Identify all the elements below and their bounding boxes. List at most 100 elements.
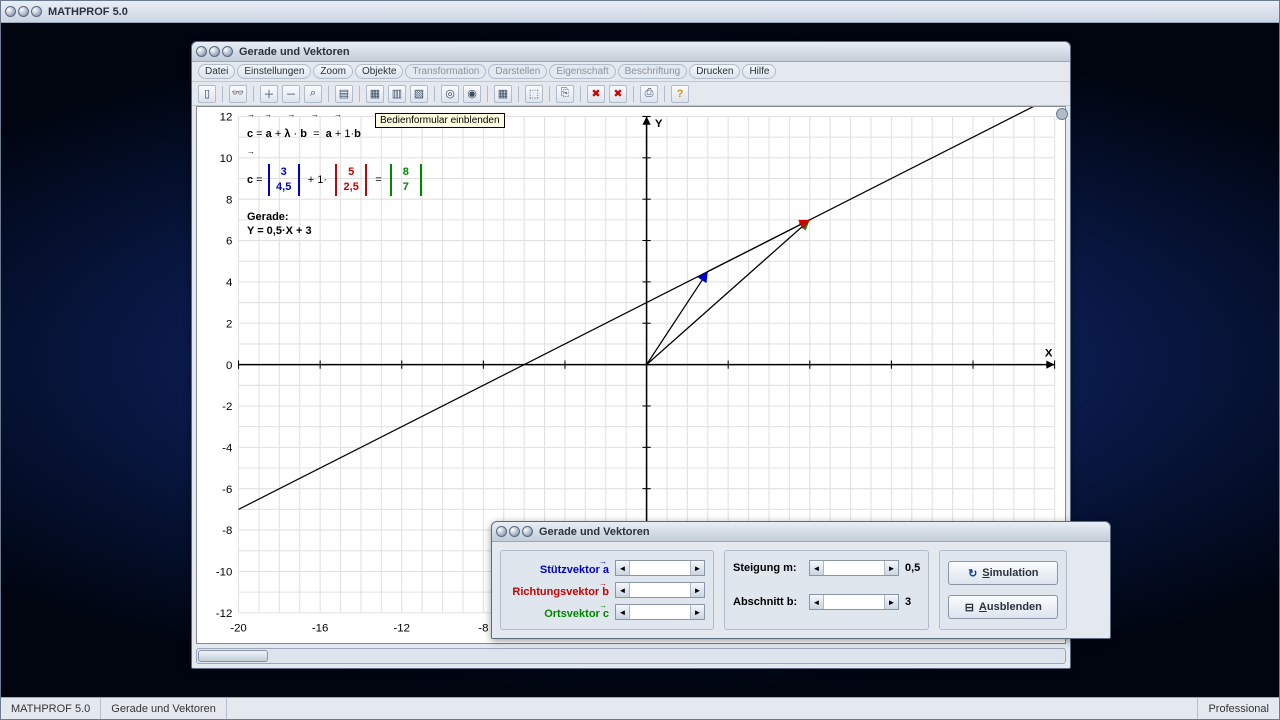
tool-grid1-icon[interactable]: ▦ [366, 85, 384, 103]
tool-sheet-icon[interactable]: ▤ [335, 85, 353, 103]
slider-inc-icon[interactable]: ► [884, 595, 898, 609]
status-app: MATHPROF 5.0 [1, 698, 101, 719]
slider-richtungsvektor[interactable]: ◄► [615, 582, 705, 598]
v-scroll-indicator[interactable] [1056, 108, 1068, 120]
menu-hilfe[interactable]: Hilfe [742, 64, 776, 79]
svg-text:-10: -10 [216, 567, 233, 579]
tool-grid3-icon[interactable]: ▧ [410, 85, 428, 103]
workspace: Gerade und Vektoren DateiEinstellungenZo… [1, 23, 1279, 697]
hide-icon: ⊟ [965, 601, 974, 614]
window-controls[interactable] [196, 46, 233, 57]
vec-bar [268, 164, 270, 196]
svg-text:10: 10 [220, 153, 233, 165]
gerade-equation: Y = 0,5·X + 3 [247, 225, 312, 237]
buttons-group: ↻Simulation ⊟Ausblenden [939, 550, 1067, 630]
window-control-dot[interactable] [5, 6, 16, 17]
simulation-button[interactable]: ↻Simulation [948, 561, 1058, 585]
tool-chart-icon[interactable]: ⬚ [525, 85, 543, 103]
tool-print-icon[interactable]: ⎙ [640, 85, 658, 103]
window-control-dot[interactable] [222, 46, 233, 57]
ausblenden-button[interactable]: ⊟Ausblenden [948, 595, 1058, 619]
tool-table-icon[interactable]: ▦ [494, 85, 512, 103]
svg-text:12: 12 [220, 112, 233, 124]
toolbar: ▯ 👓 ＋ － ⌕ ▤ ▦ ▥ ▧ ◎ ◉ ▦ ⬚ [192, 82, 1070, 106]
svg-text:-12: -12 [216, 608, 233, 620]
h-scrollbar-thumb[interactable] [198, 650, 268, 662]
menu-transformation: Transformation [405, 64, 486, 79]
svg-text:-16: -16 [312, 622, 329, 634]
value-steigung: 0,5 [905, 562, 920, 574]
slider-stuetzvektor[interactable]: ◄► [615, 560, 705, 576]
slider-dec-icon[interactable]: ◄ [616, 605, 630, 619]
tool-device-icon[interactable]: ▯ [198, 85, 216, 103]
h-scrollbar[interactable] [196, 648, 1066, 664]
tool-grid2-icon[interactable]: ▥ [388, 85, 406, 103]
graph-titlebar[interactable]: Gerade und Vektoren [192, 42, 1070, 62]
svg-text:2: 2 [226, 318, 232, 330]
svg-text:-20: -20 [230, 622, 247, 634]
window-control-dot[interactable] [31, 6, 42, 17]
menu-darstellen: Darstellen [488, 64, 547, 79]
tool-glasses-icon[interactable]: 👓 [229, 85, 247, 103]
menu-objekte[interactable]: Objekte [355, 64, 403, 79]
tool-zoom-out-icon[interactable]: － [282, 85, 300, 103]
menu-drucken[interactable]: Drucken [689, 64, 740, 79]
label-stuetzvektor: →Stützvektor a [509, 560, 609, 576]
tool-zoom-in-icon[interactable]: ＋ [260, 85, 278, 103]
svg-text:-2: -2 [222, 401, 232, 413]
slider-inc-icon[interactable]: ► [690, 583, 704, 597]
gerade-label: Gerade: [247, 211, 289, 223]
svg-text:-12: -12 [393, 622, 410, 634]
control-panel-titlebar[interactable]: Gerade und Vektoren [492, 522, 1110, 542]
menu-einstellungen[interactable]: Einstellungen [237, 64, 311, 79]
label-steigung: Steigung m: [733, 562, 803, 574]
slider-inc-icon[interactable]: ► [690, 605, 704, 619]
formula-overlay: → → → → → c = a + λ · b = a + 1·b → c = … [247, 113, 507, 238]
slider-dec-icon[interactable]: ◄ [616, 561, 630, 575]
slider-dec-icon[interactable]: ◄ [810, 561, 824, 575]
slider-dec-icon[interactable]: ◄ [616, 583, 630, 597]
formula-lambda: 1 [344, 128, 350, 140]
label-ortsvektor: →Ortsvektor c [509, 604, 609, 620]
window-control-dot[interactable] [209, 46, 220, 57]
menu-datei[interactable]: Datei [198, 64, 235, 79]
vector-sliders-group: →Stützvektor a ◄► →Richtungsvektor b ◄► … [500, 550, 714, 630]
tool-clear1-icon[interactable]: ✖ [587, 85, 605, 103]
tool-target1-icon[interactable]: ◎ [441, 85, 459, 103]
label-richtungsvektor: →Richtungsvektor b [509, 582, 609, 598]
window-control-dot[interactable] [18, 6, 29, 17]
label-abschnitt: Abschnitt b: [733, 596, 803, 608]
tooltip: Bedienformular einblenden [375, 113, 505, 128]
status-module: Gerade und Vektoren [101, 698, 227, 719]
svg-text:4: 4 [226, 277, 233, 289]
tool-clear2-icon[interactable]: ✖ [609, 85, 627, 103]
line-params-group: Steigung m: ◄► 0,5 Abschnitt b: ◄► 3 [724, 550, 929, 630]
menu-zoom[interactable]: Zoom [313, 64, 353, 79]
tool-help-icon[interactable]: ? [671, 85, 689, 103]
graph-title: Gerade und Vektoren [239, 46, 350, 58]
svg-text:Y: Y [655, 118, 663, 130]
slider-steigung[interactable]: ◄► [809, 560, 899, 576]
control-panel-title: Gerade und Vektoren [539, 526, 650, 538]
menubar: DateiEinstellungenZoomObjekteTransformat… [192, 62, 1070, 82]
menu-eigenschaft: Eigenschaft [549, 64, 615, 79]
tool-copy-icon[interactable]: ⎘ [556, 85, 574, 103]
menu-beschriftung: Beschriftung [618, 64, 688, 79]
window-controls[interactable] [5, 6, 42, 17]
slider-inc-icon[interactable]: ► [690, 561, 704, 575]
window-control-dot[interactable] [196, 46, 207, 57]
tool-zoom-reset-icon[interactable]: ⌕ [304, 85, 322, 103]
window-controls[interactable] [496, 526, 533, 537]
value-abschnitt: 3 [905, 596, 911, 608]
refresh-icon: ↻ [968, 567, 977, 580]
app-titlebar[interactable]: MATHPROF 5.0 [1, 1, 1279, 23]
svg-text:6: 6 [226, 236, 232, 248]
slider-dec-icon[interactable]: ◄ [810, 595, 824, 609]
svg-text:0: 0 [226, 360, 232, 372]
app-title: MATHPROF 5.0 [48, 6, 128, 18]
tool-target2-icon[interactable]: ◉ [463, 85, 481, 103]
slider-ortsvektor[interactable]: ◄► [615, 604, 705, 620]
svg-text:X: X [1045, 347, 1053, 359]
slider-abschnitt[interactable]: ◄► [809, 594, 899, 610]
slider-inc-icon[interactable]: ► [884, 561, 898, 575]
